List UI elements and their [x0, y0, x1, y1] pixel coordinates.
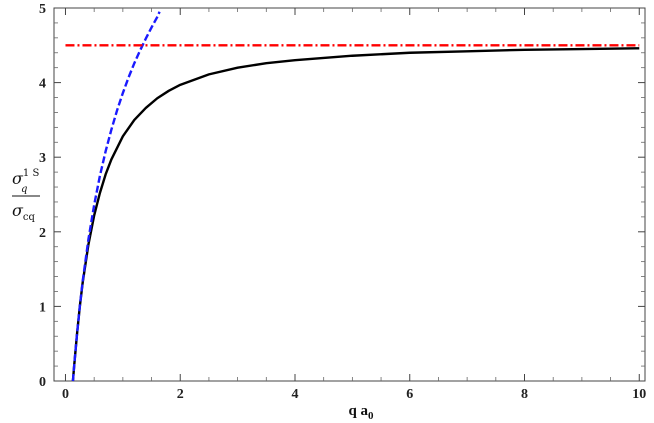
y-tick-label: 1	[39, 300, 46, 315]
y-tick-label: 4	[39, 77, 46, 92]
x-tick-label: 2	[177, 387, 184, 402]
x-tick-label: 4	[291, 387, 298, 402]
x-axis-label-sub: 0	[368, 410, 374, 422]
y-tick-label: 3	[39, 151, 46, 166]
y-label-den-symbol: σ	[12, 201, 24, 220]
x-tick-label: 0	[62, 387, 69, 402]
y-label-numerator: σ1 S	[12, 168, 39, 188]
plot-frame	[53, 7, 646, 382]
x-tick-label: 8	[521, 387, 528, 402]
x-tick-label: 10	[632, 387, 646, 402]
x-axis-label: q a0	[348, 403, 374, 422]
x-tick-label: 6	[406, 387, 413, 402]
y-axis-label: σ1 S q σcq	[12, 168, 40, 223]
series-group	[65, 11, 640, 382]
y-label-num-sub: q	[21, 184, 27, 195]
x-axis-label-main: q a	[348, 403, 368, 419]
y-tick-label: 0	[39, 375, 46, 390]
y-tick-label: 2	[39, 226, 46, 241]
tick-label-group: 0 2 4 6 8 10 0 1 2 3 4 5	[39, 2, 646, 402]
y-label-denominator: σcq	[12, 201, 36, 223]
series-dashed-line	[71, 11, 161, 382]
tick-group	[54, 7, 645, 382]
y-label-num-sup: 1 S	[23, 168, 40, 179]
y-tick-label: 5	[39, 2, 46, 17]
y-label-den-sub: cq	[23, 212, 36, 223]
y-label-num-symbol: σ	[12, 169, 24, 188]
